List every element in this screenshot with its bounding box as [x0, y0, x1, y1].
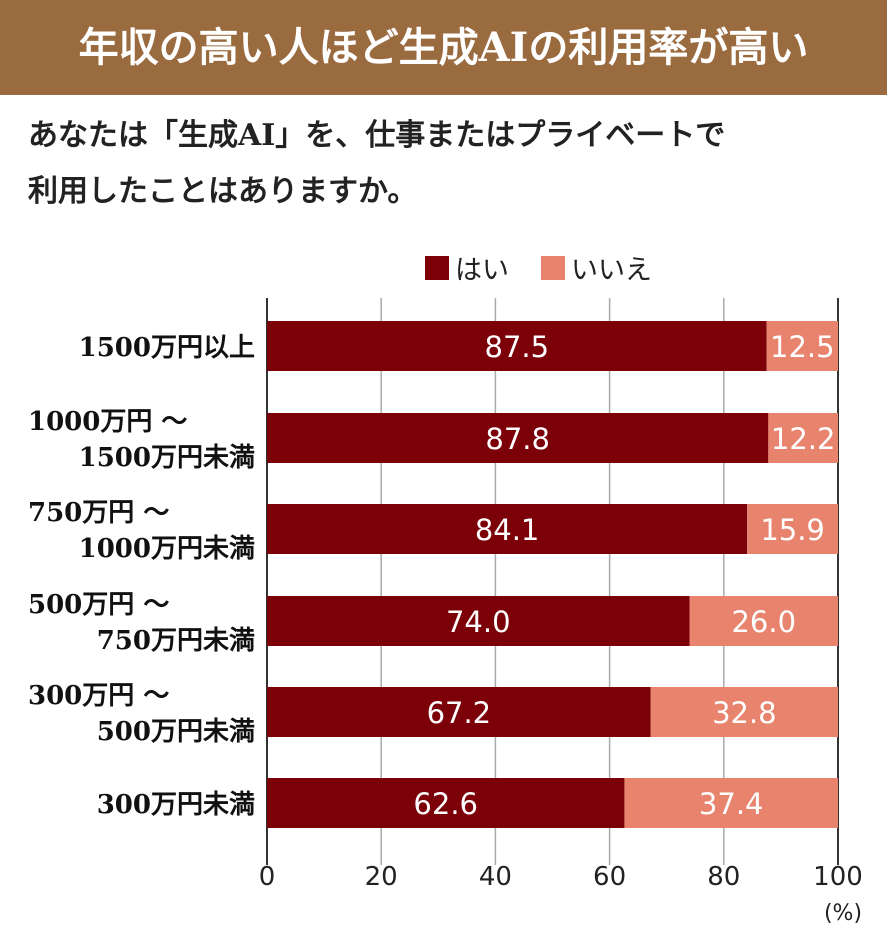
- bar-value-label: 12.5: [770, 330, 835, 364]
- category-label: 750万円 ～: [28, 498, 169, 528]
- category-label: 1500万円未満: [79, 443, 255, 473]
- bar-yes: [267, 321, 767, 371]
- bar-value-label: 74.0: [446, 605, 511, 639]
- bar-no: [768, 413, 838, 463]
- question-line-1: あなたは「生成AI」を、仕事またはプライベートで: [28, 118, 726, 153]
- title-banner: 年収の高い人ほど生成AIの利用率が高い: [0, 0, 887, 95]
- bar-yes: [267, 778, 625, 828]
- bar-value-label: 26.0: [731, 605, 796, 639]
- legend-swatch-yes: [425, 256, 449, 280]
- bar-no: [747, 504, 838, 554]
- x-tick-label: 20: [365, 862, 398, 892]
- bar-value-label: 67.2: [427, 696, 492, 730]
- bar-value-label: 32.8: [712, 696, 777, 730]
- category-label: 1000万円 ～: [28, 407, 187, 437]
- category-label: 300万円 ～: [28, 681, 169, 711]
- category-label: 1000万円未満: [79, 534, 255, 564]
- survey-question: あなたは「生成AI」を、仕事またはプライベートで 利用したことはありますか。: [28, 108, 878, 220]
- x-tick-label: 60: [593, 862, 626, 892]
- bar-no: [650, 687, 838, 737]
- bar-no: [624, 778, 838, 828]
- x-tick-label: 80: [707, 862, 740, 892]
- bar-value-label: 87.5: [485, 330, 550, 364]
- bar-no: [689, 596, 838, 646]
- question-line-2: 利用したことはありますか。: [28, 174, 418, 209]
- bar-value-label: 84.1: [475, 513, 540, 547]
- bar-yes: [267, 687, 651, 737]
- bar-value-label: 15.9: [760, 513, 825, 547]
- bar-yes: [267, 504, 748, 554]
- x-unit-label: (%): [824, 901, 862, 926]
- bar-yes: [267, 413, 769, 463]
- category-label: 500万円 ～: [28, 590, 169, 620]
- bar-yes: [267, 596, 690, 646]
- x-tick-label: 40: [479, 862, 512, 892]
- bar-value-label: 62.6: [413, 787, 478, 821]
- bar-value-label: 87.8: [485, 422, 550, 456]
- bar-no: [766, 321, 838, 371]
- category-label: 300万円未満: [97, 790, 255, 820]
- bar-value-label: 12.2: [771, 422, 836, 456]
- category-label: 750万円未満: [97, 626, 255, 656]
- category-label: 500万円未満: [97, 717, 255, 747]
- legend-label-no: いいえ: [571, 255, 652, 286]
- x-tick-label: 0: [259, 862, 276, 892]
- bar-value-label: 37.4: [699, 787, 764, 821]
- category-label: 1500万円以上: [79, 333, 255, 363]
- legend-label-yes: はい: [455, 255, 509, 286]
- x-tick-label: 100: [813, 862, 863, 892]
- legend-swatch-no: [541, 256, 565, 280]
